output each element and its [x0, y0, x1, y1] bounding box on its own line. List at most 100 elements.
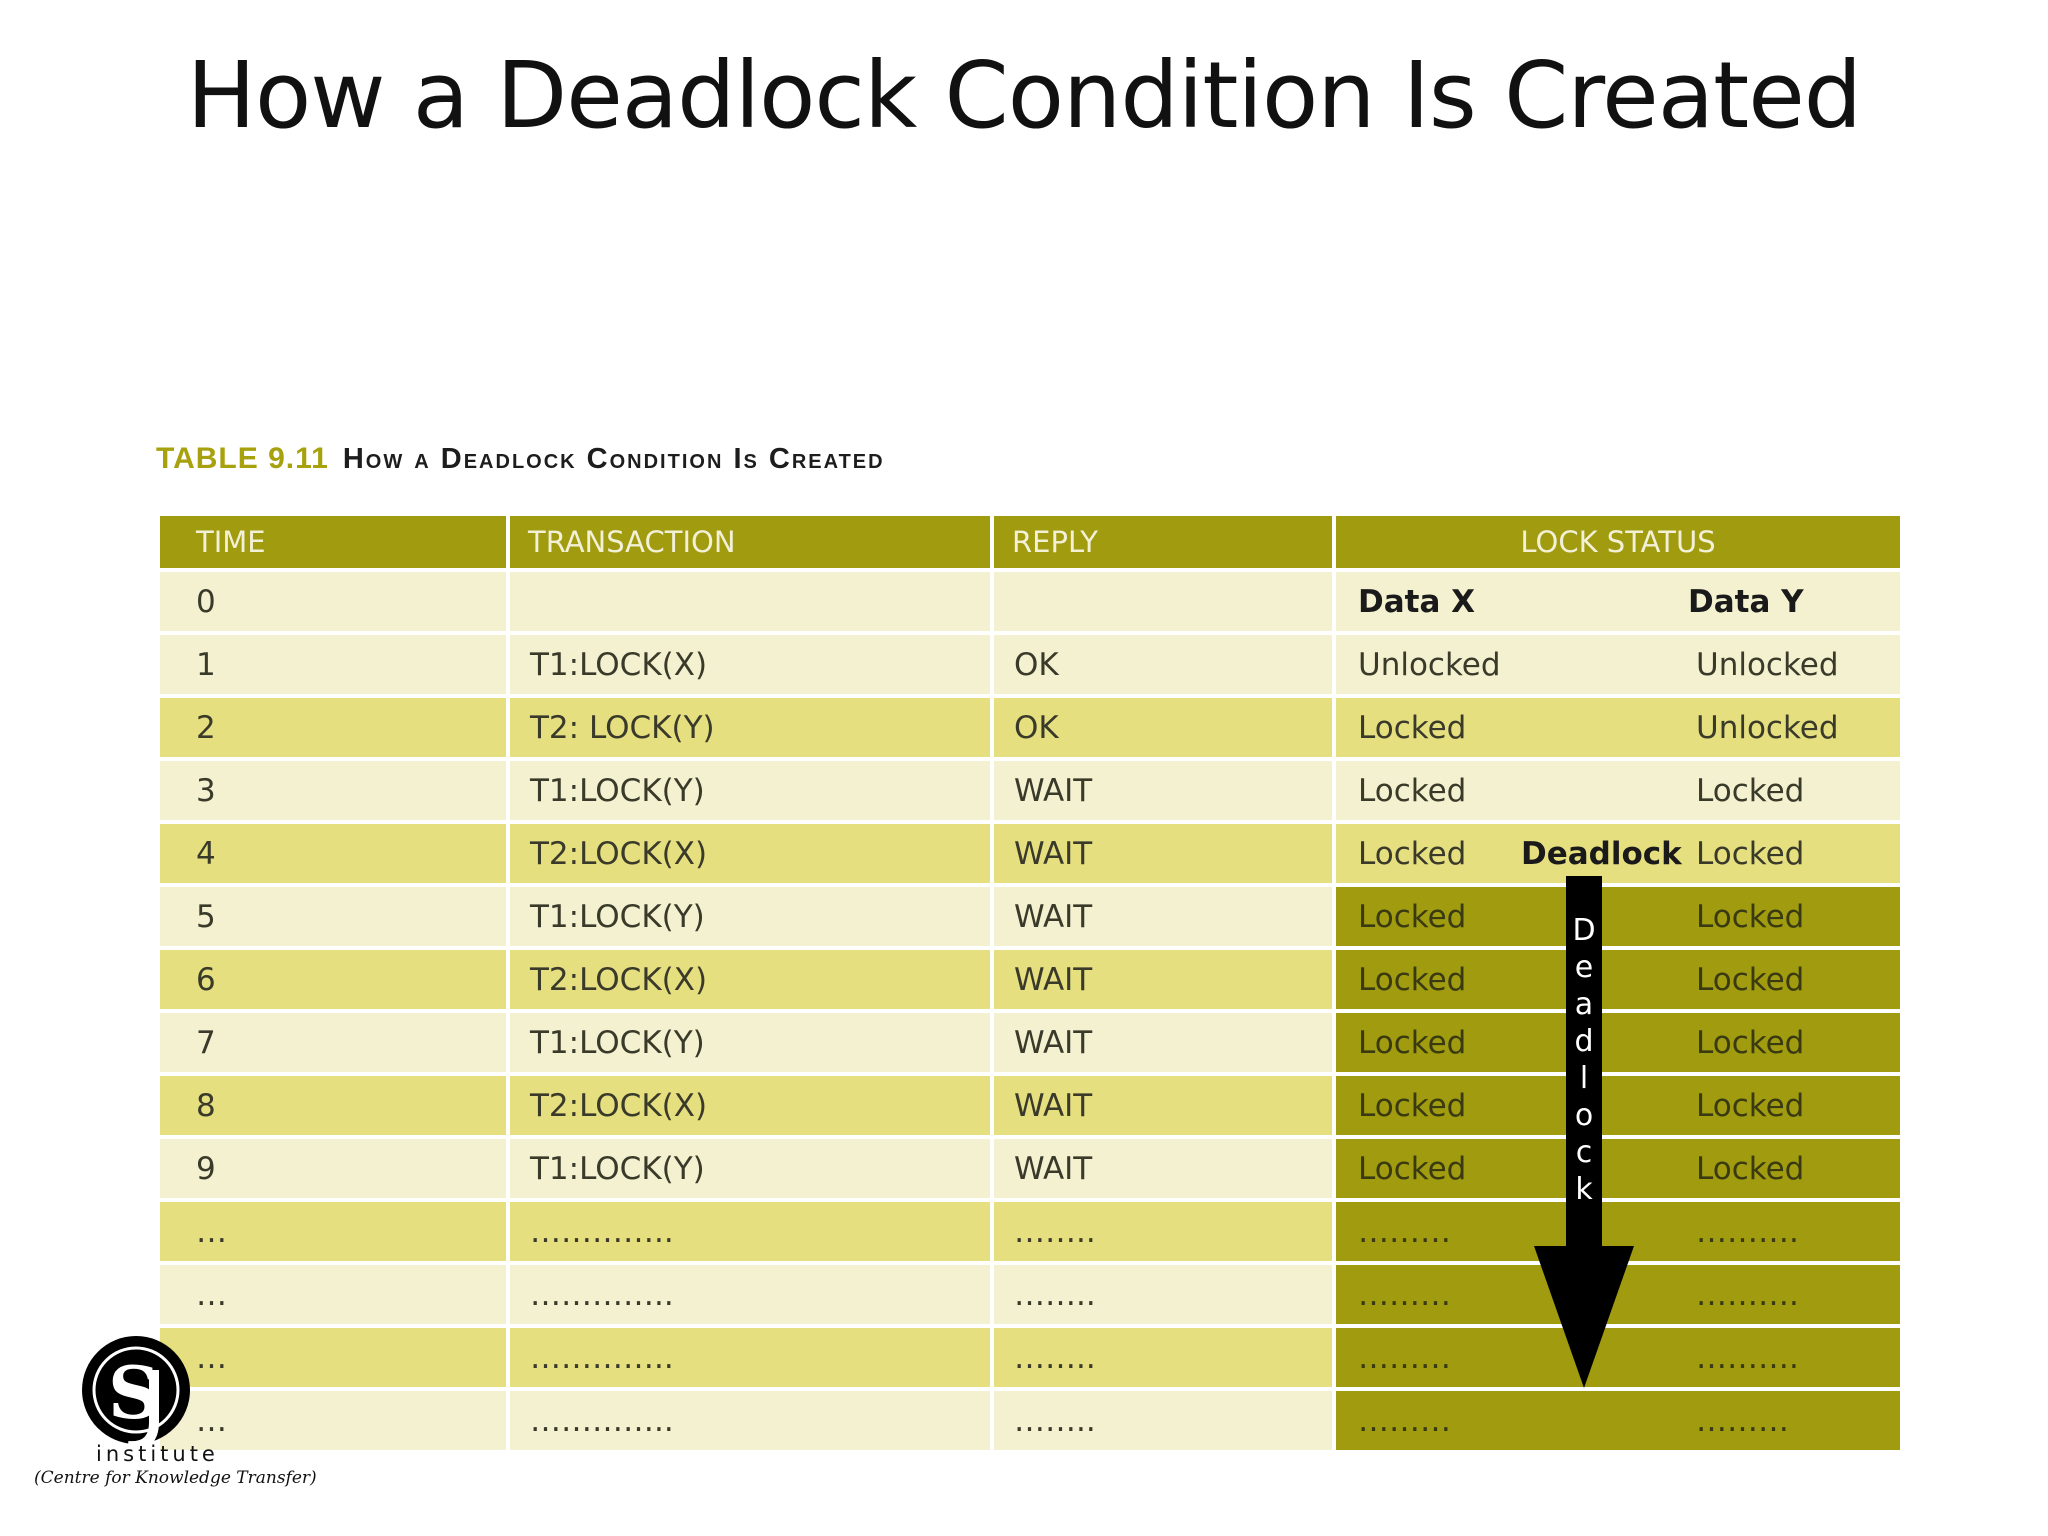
time-cell: 9	[156, 1135, 510, 1202]
time-cell: …	[156, 1387, 510, 1454]
transaction-cell: T2:LOCK(X)	[506, 1072, 994, 1139]
data-y-status: Locked	[1696, 961, 1805, 998]
lock-status-cell: Locked Locked	[1332, 1009, 1904, 1076]
slide-title: How a Deadlock Condition Is Created	[186, 42, 1862, 149]
data-y-status: ………	[1696, 1402, 1789, 1439]
table-row: 8 T2:LOCK(X) WAIT Locked Locked	[156, 1072, 1904, 1139]
data-x-status: Locked	[1358, 772, 1467, 809]
reply-cell: WAIT	[990, 820, 1336, 887]
lock-status-cell: ……… ……….	[1332, 1261, 1904, 1328]
transaction-cell	[506, 568, 994, 635]
header-reply: REPLY	[990, 512, 1336, 572]
lock-status-cell: Locked Locked	[1332, 757, 1904, 824]
data-x-status: ………	[1358, 1213, 1451, 1250]
table-row: 5 T1:LOCK(Y) WAIT Locked Locked	[156, 883, 1904, 950]
reply-cell: ……..	[990, 1324, 1336, 1391]
data-y-status: Locked	[1696, 835, 1805, 872]
header-time: TIME	[156, 512, 510, 572]
table-row: ……………..…….. ……… ……….	[156, 1261, 1904, 1328]
header-transaction: TRANSACTION	[506, 512, 994, 572]
data-x-header: Data X	[1358, 583, 1476, 620]
table-row: 4 T2:LOCK(X) WAIT Locked Deadlock Locked	[156, 820, 1904, 887]
table-caption: TABLE 9.11 How a Deadlock Condition Is Cr…	[156, 442, 885, 476]
lock-status-cell: ……… ………	[1332, 1387, 1904, 1454]
data-y-status: Locked	[1696, 772, 1805, 809]
time-cell: 8	[156, 1072, 510, 1139]
data-y-status: Unlocked	[1696, 646, 1839, 683]
time-cell: 5	[156, 883, 510, 950]
lock-status-cell: Unlocked Unlocked	[1332, 631, 1904, 698]
reply-cell: WAIT	[990, 946, 1336, 1013]
transaction-cell: …………..	[506, 1324, 994, 1391]
reply-cell: OK	[990, 694, 1336, 761]
data-x-status: ………	[1358, 1276, 1451, 1313]
lock-status-cell: ……… ……….	[1332, 1324, 1904, 1391]
table-row: 3 T1:LOCK(Y) WAIT Locked Locked	[156, 757, 1904, 824]
header-row: TIME TRANSACTION REPLY LOCK STATUS	[156, 512, 1904, 572]
data-y-status: ……….	[1696, 1213, 1799, 1250]
reply-cell: ……..	[990, 1387, 1336, 1454]
reply-cell: WAIT	[990, 757, 1336, 824]
reply-cell: WAIT	[990, 1009, 1336, 1076]
time-cell: …	[156, 1198, 510, 1265]
transaction-cell: …………..	[506, 1198, 994, 1265]
data-x-status: Locked	[1358, 835, 1467, 872]
time-cell: 0	[156, 568, 510, 635]
caption-label: TABLE 9.11	[156, 442, 329, 475]
time-cell: 3	[156, 757, 510, 824]
reply-cell: WAIT	[990, 1135, 1336, 1202]
transaction-cell: …………..	[506, 1387, 994, 1454]
deadlock-label: Deadlock	[1521, 835, 1682, 872]
lock-status-cell: Locked Locked	[1332, 946, 1904, 1013]
sj-logo-icon: S	[82, 1336, 190, 1452]
data-x-status: ………	[1358, 1402, 1451, 1439]
data-x-status: Locked	[1358, 1150, 1467, 1187]
table-row: 2 T2: LOCK(Y) OK Locked Unlocked	[156, 694, 1904, 761]
time-cell: …	[156, 1324, 510, 1391]
transaction-cell: T2:LOCK(X)	[506, 946, 994, 1013]
lock-status-cell: ……… ……….	[1332, 1198, 1904, 1265]
data-x-status: Locked	[1358, 961, 1467, 998]
transaction-cell: T1:LOCK(Y)	[506, 757, 994, 824]
table-row: 6 T2:LOCK(X) WAIT Locked Locked	[156, 946, 1904, 1013]
time-cell: 1	[156, 631, 510, 698]
lock-status-cell: Locked Locked	[1332, 1135, 1904, 1202]
time-cell: 6	[156, 946, 510, 1013]
data-y-status: ……….	[1696, 1276, 1799, 1313]
table-row: 9 T1:LOCK(Y) WAIT Locked Locked	[156, 1135, 1904, 1202]
data-x-status: Locked	[1358, 709, 1467, 746]
table-row: ……………..…….. ……… ……….	[156, 1198, 1904, 1265]
deadlock-table: TIME TRANSACTION REPLY LOCK STATUS 0 Dat…	[156, 512, 1904, 1454]
header-lock-status: LOCK STATUS	[1332, 512, 1904, 572]
reply-cell: ……..	[990, 1261, 1336, 1328]
transaction-cell: T2: LOCK(Y)	[506, 694, 994, 761]
transaction-cell: T1:LOCK(X)	[506, 631, 994, 698]
table-row: ……………..…….. ……… ………	[156, 1387, 1904, 1454]
data-y-status: Locked	[1696, 1150, 1805, 1187]
reply-cell: OK	[990, 631, 1336, 698]
lock-status-cell: Data X Data Y	[1332, 568, 1904, 635]
time-cell: 2	[156, 694, 510, 761]
transaction-cell: …………..	[506, 1261, 994, 1328]
data-y-status: ……….	[1696, 1339, 1799, 1376]
transaction-cell: T1:LOCK(Y)	[506, 1135, 994, 1202]
lock-status-cell: Locked Unlocked	[1332, 694, 1904, 761]
lock-status-cell: Locked Locked	[1332, 1072, 1904, 1139]
transaction-cell: T2:LOCK(X)	[506, 820, 994, 887]
data-y-status: Locked	[1696, 898, 1805, 935]
data-x-status: ………	[1358, 1339, 1451, 1376]
data-x-status: Locked	[1358, 1024, 1467, 1061]
table-row: ……………..…….. ……… ……….	[156, 1324, 1904, 1391]
time-cell: …	[156, 1261, 510, 1328]
logo-word: institute	[96, 1442, 219, 1466]
data-y-header: Data Y	[1688, 583, 1804, 620]
lock-status-cell: Locked Deadlock Locked	[1332, 820, 1904, 887]
reply-cell: ……..	[990, 1198, 1336, 1265]
table-row: 1 T1:LOCK(X) OK Unlocked Unlocked	[156, 631, 1904, 698]
reply-cell	[990, 568, 1336, 635]
transaction-cell: T1:LOCK(Y)	[506, 1009, 994, 1076]
reply-cell: WAIT	[990, 883, 1336, 950]
data-x-status: Locked	[1358, 1087, 1467, 1124]
transaction-cell: T1:LOCK(Y)	[506, 883, 994, 950]
data-y-status: Unlocked	[1696, 709, 1839, 746]
